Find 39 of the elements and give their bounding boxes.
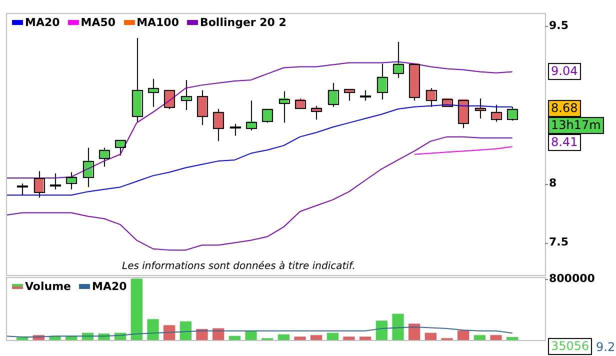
- annotation: 8.68: [548, 100, 581, 118]
- legend-label: MA20: [25, 16, 60, 29]
- bar: [294, 336, 306, 340]
- bar: [458, 330, 470, 340]
- text: 13h17m: [548, 117, 604, 134]
- y-tick-label: 800000: [549, 272, 596, 285]
- annotation: Les informations sont données à titre indicatif.: [122, 261, 356, 272]
- bar: [490, 335, 502, 340]
- bar: [196, 328, 208, 340]
- bar: [424, 332, 436, 340]
- legend-label: MA50: [80, 16, 116, 29]
- bar: [326, 332, 338, 340]
- y-tick-label: 9.5: [549, 19, 568, 32]
- bar: [506, 336, 518, 340]
- bar: [376, 320, 388, 340]
- text: 35056: [548, 338, 592, 355]
- legend-label: MA100: [136, 16, 179, 29]
- bar: [278, 334, 290, 340]
- text: 8.41: [548, 134, 581, 152]
- bar: [392, 314, 404, 340]
- bar: [408, 324, 420, 340]
- bar: [474, 335, 486, 340]
- text: 9.2: [595, 340, 616, 355]
- bar: [228, 336, 240, 340]
- y-tick-label: 7.5: [549, 236, 568, 249]
- legend-label: Volume: [25, 280, 71, 293]
- bar: [164, 325, 176, 340]
- bar: [147, 319, 159, 340]
- legend-label: MA20: [92, 280, 127, 293]
- y-tick-label: 8: [549, 176, 557, 190]
- bar: [180, 321, 192, 340]
- bar: [343, 336, 355, 340]
- bar: [16, 337, 28, 340]
- bar: [212, 328, 224, 340]
- bar: [310, 335, 322, 340]
- bar: [130, 278, 142, 340]
- annotation: 9.04: [548, 63, 581, 80]
- legend-label: Bollinger 20 2: [200, 16, 286, 29]
- bar: [360, 336, 372, 340]
